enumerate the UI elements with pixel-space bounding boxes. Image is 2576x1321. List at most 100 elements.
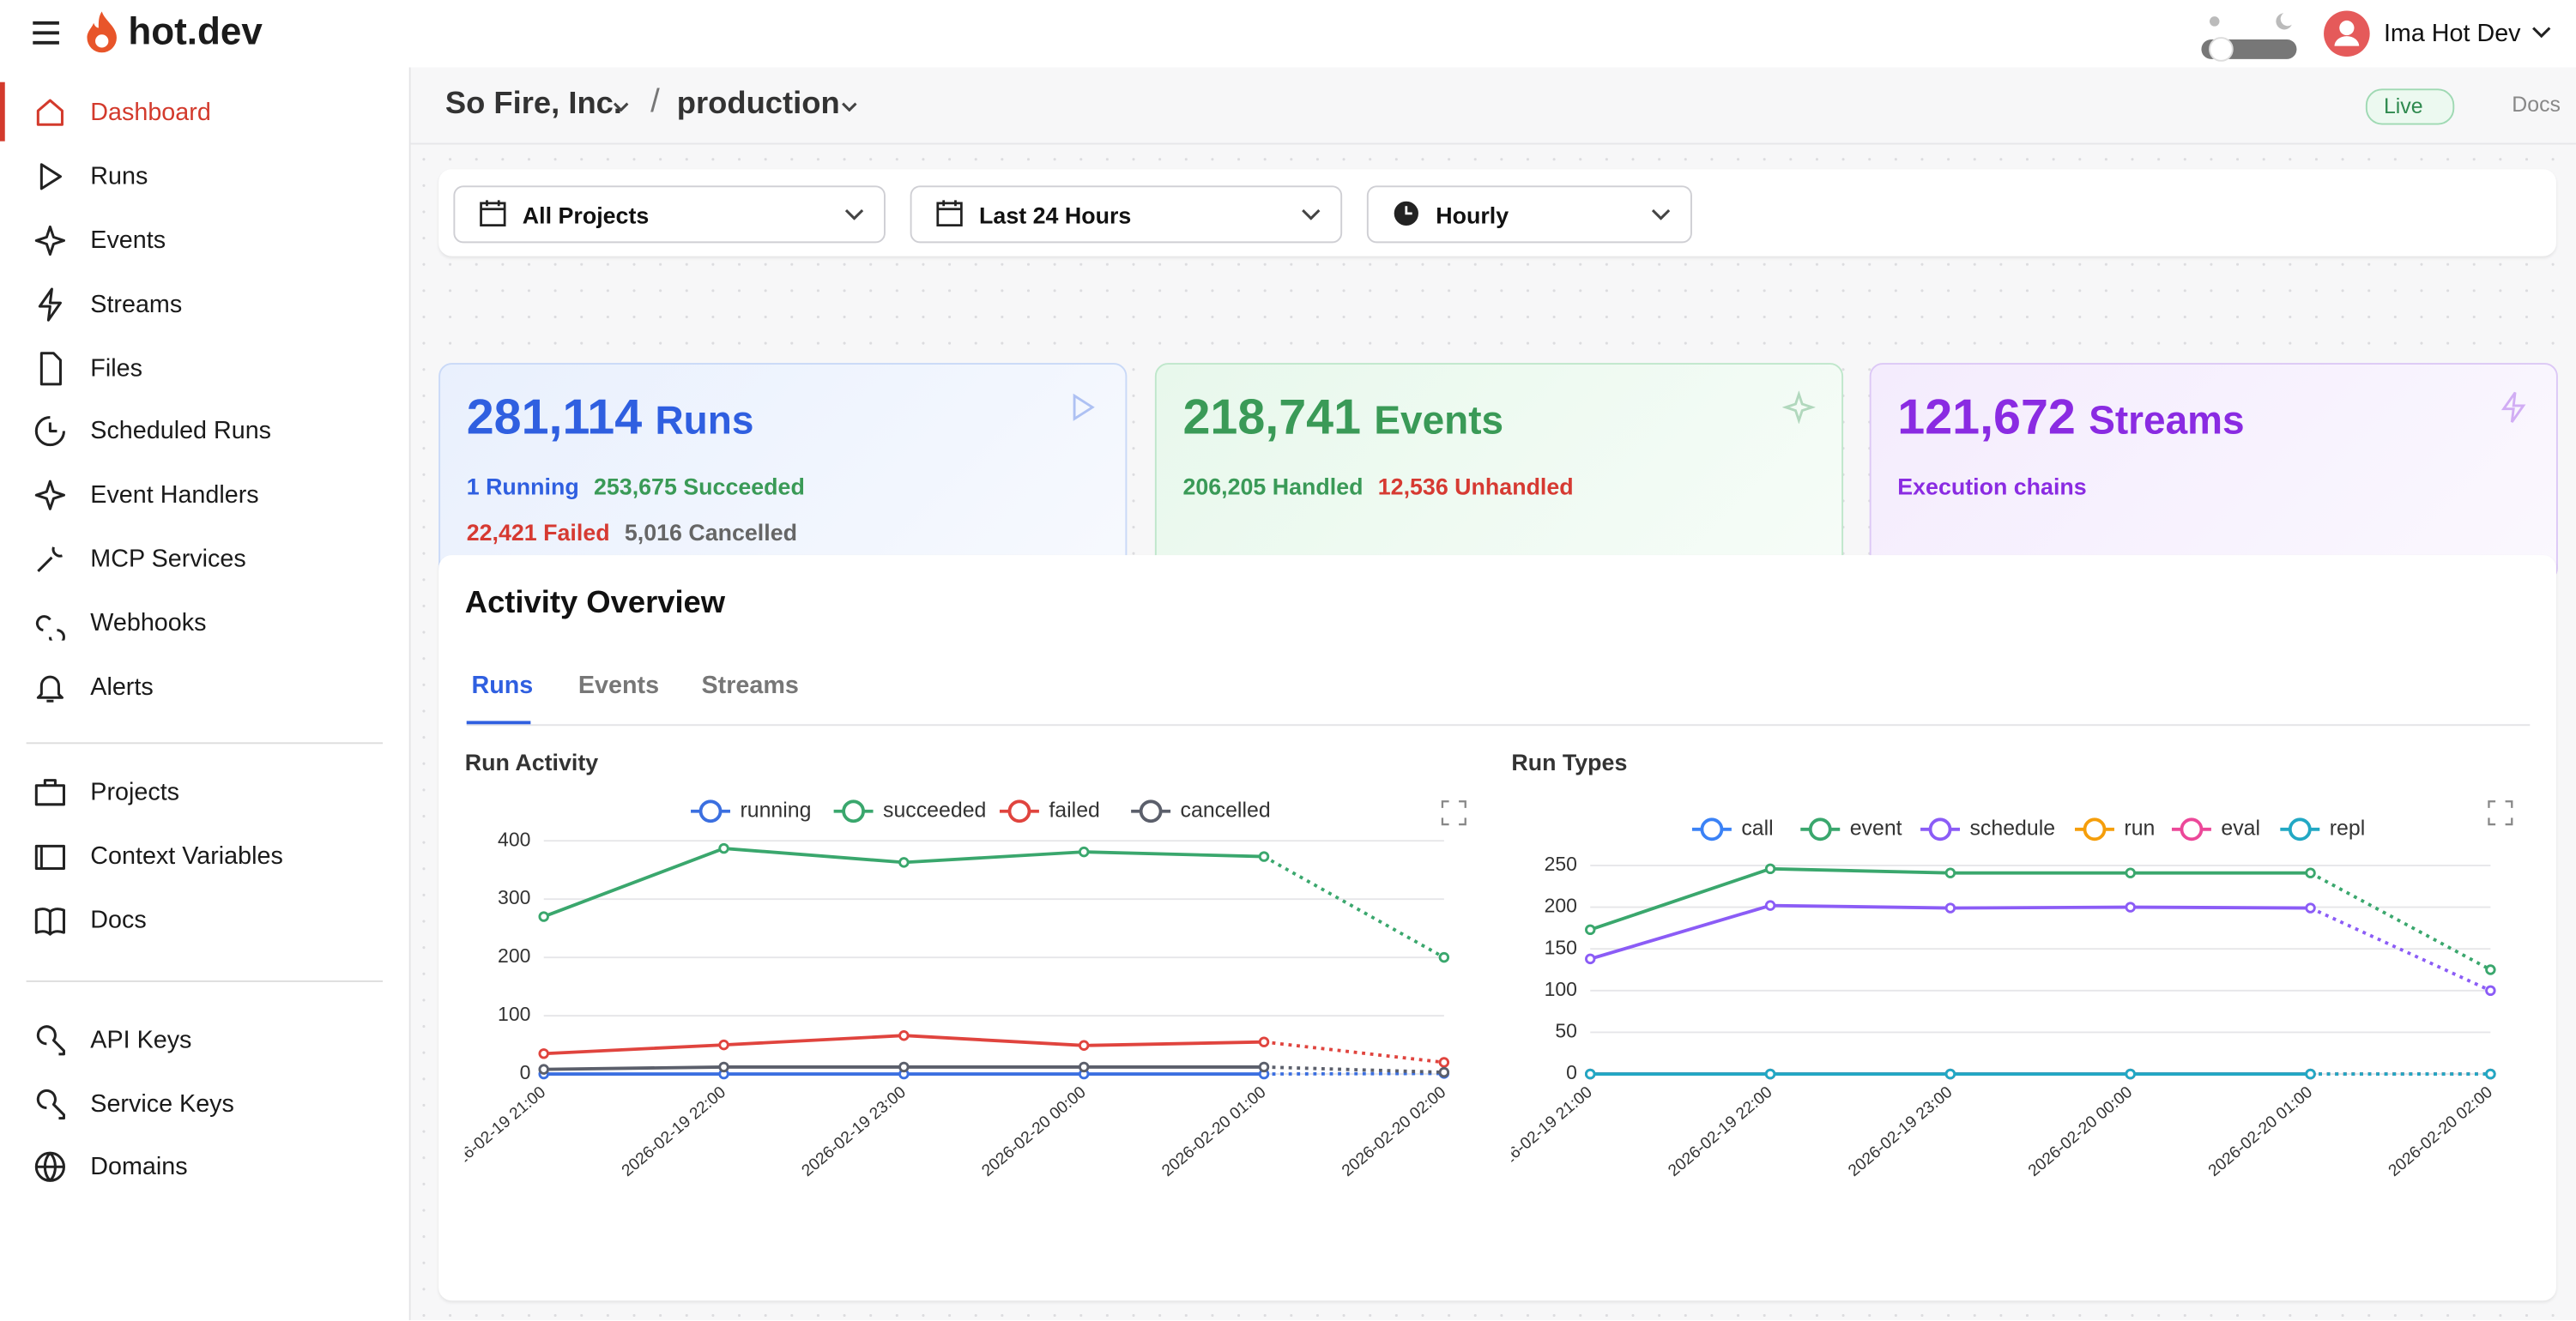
- point: [900, 1063, 909, 1071]
- nav-icon: [33, 413, 67, 447]
- point: [720, 1041, 729, 1049]
- point: [1586, 955, 1594, 963]
- legend-label[interactable]: run: [2124, 816, 2155, 840]
- nav-item[interactable]: API Keys: [0, 1010, 409, 1069]
- point: [1946, 869, 1955, 878]
- theme-toggle[interactable]: [2198, 7, 2304, 63]
- point: [1440, 953, 1448, 962]
- stat-detail: 253,675 Succeeded: [594, 473, 805, 499]
- filter-select[interactable]: Hourly: [1367, 185, 1692, 243]
- nav-item[interactable]: Files: [0, 338, 409, 397]
- nav-item[interactable]: Domains: [0, 1137, 409, 1196]
- tab[interactable]: Events: [578, 672, 659, 700]
- x-tick-label: 2026-02-20 02:00: [2386, 1083, 2496, 1180]
- divider: [27, 980, 383, 982]
- nav-item[interactable]: Scheduled Runs: [0, 401, 409, 460]
- legend-label[interactable]: schedule: [1969, 816, 2055, 840]
- nav-item[interactable]: Context Variables: [0, 826, 409, 885]
- point: [1766, 865, 1775, 873]
- legend-marker: [1811, 819, 1830, 839]
- point: [540, 1050, 548, 1059]
- env-name[interactable]: production: [677, 87, 840, 123]
- legend-marker: [2181, 819, 2201, 839]
- nav-item[interactable]: Docs: [0, 890, 409, 950]
- expand-button[interactable]: [2488, 801, 2512, 824]
- nav-item[interactable]: Streams: [0, 274, 409, 334]
- nav-item[interactable]: Dashboard: [0, 82, 409, 142]
- legend-label[interactable]: cancelled: [1181, 798, 1271, 822]
- legend-marker: [1931, 819, 1950, 839]
- logo-text[interactable]: hot.dev: [128, 9, 263, 54]
- expand-button[interactable]: [1442, 801, 1466, 824]
- icon-shape: [38, 1026, 63, 1053]
- line-dotted: [1264, 857, 1444, 958]
- nav-item[interactable]: Events: [0, 210, 409, 269]
- menu-button[interactable]: [31, 20, 60, 46]
- legend-label[interactable]: failed: [1049, 798, 1099, 822]
- point: [2487, 986, 2495, 995]
- nav-item[interactable]: MCP Services: [0, 528, 409, 588]
- nav-item[interactable]: Runs: [0, 146, 409, 205]
- chevron: [1301, 208, 1321, 220]
- filter-select[interactable]: Last 24 Hours: [910, 185, 1343, 243]
- nav-icon: [33, 541, 67, 576]
- point: [1766, 1070, 1775, 1078]
- icon-shape: [38, 546, 62, 570]
- user-chevron[interactable]: [2531, 27, 2551, 39]
- x-tick-label: 2026-02-19 22:00: [1665, 1083, 1775, 1180]
- stat-value: 218,741: [1182, 391, 1361, 445]
- x-tick-label: 2026-02-20 00:00: [2025, 1083, 2136, 1180]
- nav-label: Alerts: [90, 673, 153, 701]
- y-tick-label: 300: [498, 886, 530, 908]
- icon-shape: [36, 908, 63, 933]
- org-name[interactable]: So Fire, Inc.: [445, 87, 622, 123]
- y-tick-label: 0: [520, 1061, 531, 1083]
- icon-shape: [36, 780, 63, 804]
- filter-select[interactable]: All Projects: [453, 185, 886, 243]
- point: [2307, 904, 2315, 913]
- nav-item[interactable]: Alerts: [0, 657, 409, 716]
- legend-label[interactable]: eval: [2221, 816, 2260, 840]
- point: [720, 1063, 729, 1071]
- nav-label: Service Keys: [90, 1089, 234, 1118]
- nav-icon: [33, 838, 67, 872]
- stat-heading: 218,741Events: [1182, 391, 1503, 447]
- docs-link[interactable]: Docs: [2512, 92, 2561, 117]
- logo-icon: [81, 9, 124, 56]
- nav-icon: [33, 477, 67, 511]
- legend-label[interactable]: event: [1850, 816, 1902, 840]
- legend-label[interactable]: succeeded: [883, 798, 986, 822]
- tab[interactable]: Streams: [701, 672, 798, 700]
- point: [2487, 1070, 2495, 1078]
- live-badge[interactable]: Live: [2366, 88, 2454, 124]
- nav-item[interactable]: Webhooks: [0, 593, 409, 652]
- y-tick-label: 0: [1566, 1061, 1577, 1083]
- nav-icon: [33, 1022, 67, 1057]
- user-name[interactable]: Ima Hot Dev: [2384, 20, 2521, 48]
- active-indicator: [0, 82, 5, 142]
- nav-item[interactable]: Service Keys: [0, 1074, 409, 1133]
- tab[interactable]: Runs: [471, 672, 533, 700]
- breadcrumb-bar: So Fire, Inc./productionLiveDocs: [411, 67, 2576, 144]
- filter-icon: [934, 199, 964, 228]
- nav-label: Domains: [90, 1152, 187, 1180]
- legend-label[interactable]: call: [1741, 816, 1773, 840]
- chevron-shape: [843, 104, 856, 111]
- nav-item[interactable]: Projects: [0, 762, 409, 821]
- icon-shape: [36, 480, 63, 508]
- top-bar: hot.dev Ima Hot Dev: [0, 0, 2576, 69]
- nav-item[interactable]: Event Handlers: [0, 465, 409, 524]
- icon-shape: [36, 845, 63, 867]
- point: [2307, 1070, 2315, 1078]
- avatar[interactable]: [2323, 9, 2371, 57]
- legend-label[interactable]: repl: [2330, 816, 2365, 840]
- point: [1079, 1041, 1088, 1050]
- legend-label[interactable]: running: [740, 798, 811, 822]
- point: [1586, 1070, 1594, 1078]
- icon-shape: [39, 288, 60, 319]
- divider: [27, 742, 383, 744]
- point: [720, 844, 729, 853]
- stat-card: 281,114Runs1 Running253,675 Succeeded22,…: [438, 363, 1127, 582]
- stat-label: Runs: [655, 399, 753, 443]
